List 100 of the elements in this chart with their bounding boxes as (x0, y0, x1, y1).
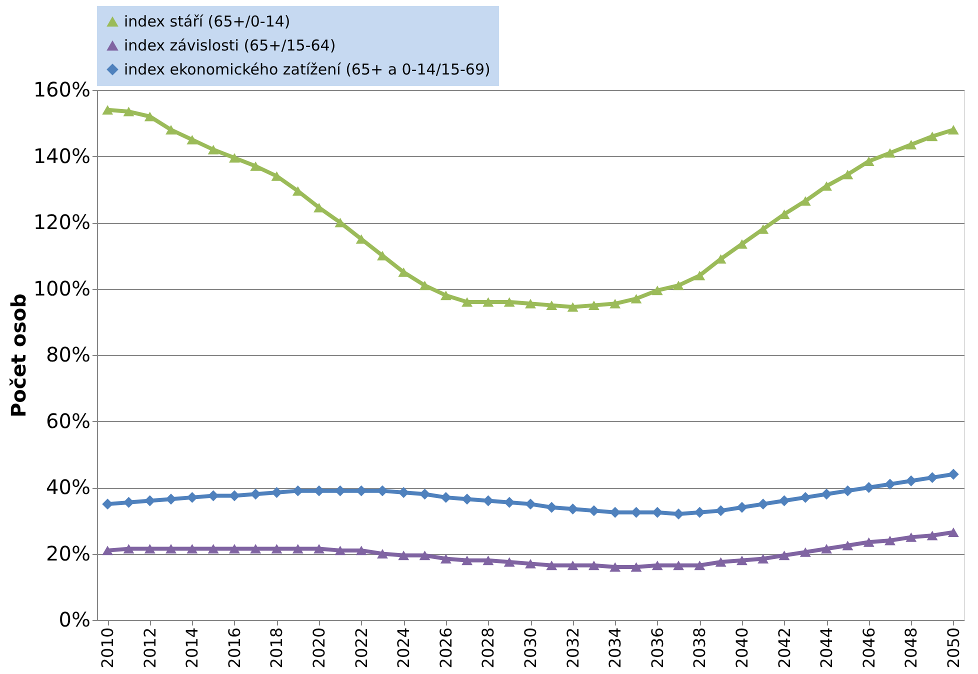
x-tick-label: 2016 (224, 628, 244, 668)
y-tick-label: 80% (46, 342, 90, 366)
point (673, 280, 684, 290)
y-tick-label: 60% (46, 408, 90, 433)
point (102, 546, 114, 556)
x-tick-label: 2012 (140, 628, 160, 668)
point (630, 562, 642, 572)
point (673, 560, 684, 570)
point (356, 546, 367, 556)
point (271, 544, 282, 554)
point (186, 544, 198, 554)
point (842, 540, 854, 550)
legend-label: index ekonomického zatížení (65+ a 0-14/15-69) (124, 60, 490, 78)
point (419, 488, 430, 500)
point (652, 560, 663, 570)
point (377, 549, 388, 558)
point (144, 544, 156, 554)
point (926, 472, 938, 484)
y-tick-label: 120% (33, 210, 90, 234)
x-tick-label: 2030 (521, 628, 540, 668)
point (525, 498, 536, 510)
point (250, 488, 262, 500)
point (567, 560, 578, 570)
point (166, 125, 176, 134)
point (863, 482, 874, 493)
point (166, 544, 176, 554)
point (166, 494, 176, 505)
point (228, 544, 240, 554)
point (715, 505, 726, 516)
point (926, 132, 938, 142)
point (504, 297, 515, 307)
point (208, 144, 219, 154)
point (694, 270, 706, 280)
point (948, 468, 959, 480)
point (758, 498, 769, 510)
point (123, 106, 134, 116)
point (525, 298, 536, 308)
point (906, 475, 917, 486)
x-tick-label: 2020 (310, 628, 329, 668)
point (694, 560, 706, 570)
point (462, 556, 473, 566)
point (673, 508, 684, 520)
x-tick-label: 2014 (182, 628, 202, 668)
point (123, 544, 134, 554)
x-tick-label: 2040 (732, 628, 752, 668)
x-tick-label: 2042 (774, 628, 794, 668)
x-tick-label: 2038 (690, 628, 710, 668)
point (525, 558, 536, 568)
point (419, 550, 430, 560)
point (926, 530, 938, 540)
y-tick-label: 140% (33, 144, 90, 168)
x-tick-label: 2034 (606, 628, 625, 668)
point (334, 546, 346, 556)
point (398, 550, 410, 560)
point (546, 560, 558, 570)
point (948, 125, 959, 134)
point (482, 297, 494, 307)
point (228, 153, 240, 163)
x-tick-label: 2024 (394, 628, 414, 668)
point (377, 485, 388, 496)
y-tick-label: 20% (46, 541, 90, 566)
point (736, 502, 748, 513)
point (440, 492, 452, 503)
point (736, 556, 748, 566)
x-tick-label: 2028 (478, 628, 498, 668)
point (821, 488, 832, 500)
point (144, 112, 156, 122)
point (610, 562, 621, 572)
point (292, 544, 304, 554)
x-tick-label: 2046 (859, 628, 878, 668)
y-tick-label: 160% (33, 78, 90, 102)
x-tick-label: 2036 (648, 628, 667, 668)
point (102, 105, 114, 115)
point (884, 148, 896, 158)
point (863, 537, 874, 547)
point (630, 294, 642, 304)
point (186, 134, 198, 144)
x-tick-label: 2050 (944, 628, 963, 668)
y-axis-title: Počet osob (6, 293, 30, 418)
point (821, 544, 832, 554)
x-tick-label: 2022 (352, 628, 371, 668)
point (800, 196, 811, 206)
point (250, 161, 262, 171)
point (906, 140, 917, 150)
point (948, 527, 959, 537)
point (314, 544, 325, 554)
y-tick-label: 0% (58, 608, 90, 632)
point (800, 547, 811, 557)
point (462, 297, 473, 307)
point (482, 556, 494, 566)
y-tick-label: 40% (46, 475, 90, 499)
point (800, 492, 811, 503)
x-tick-label: 2018 (267, 628, 286, 668)
point (588, 505, 600, 516)
x-tick-label: 2044 (817, 628, 836, 668)
point (271, 486, 282, 498)
point (715, 557, 726, 567)
point (842, 485, 854, 496)
point (884, 478, 896, 490)
point (588, 560, 600, 570)
